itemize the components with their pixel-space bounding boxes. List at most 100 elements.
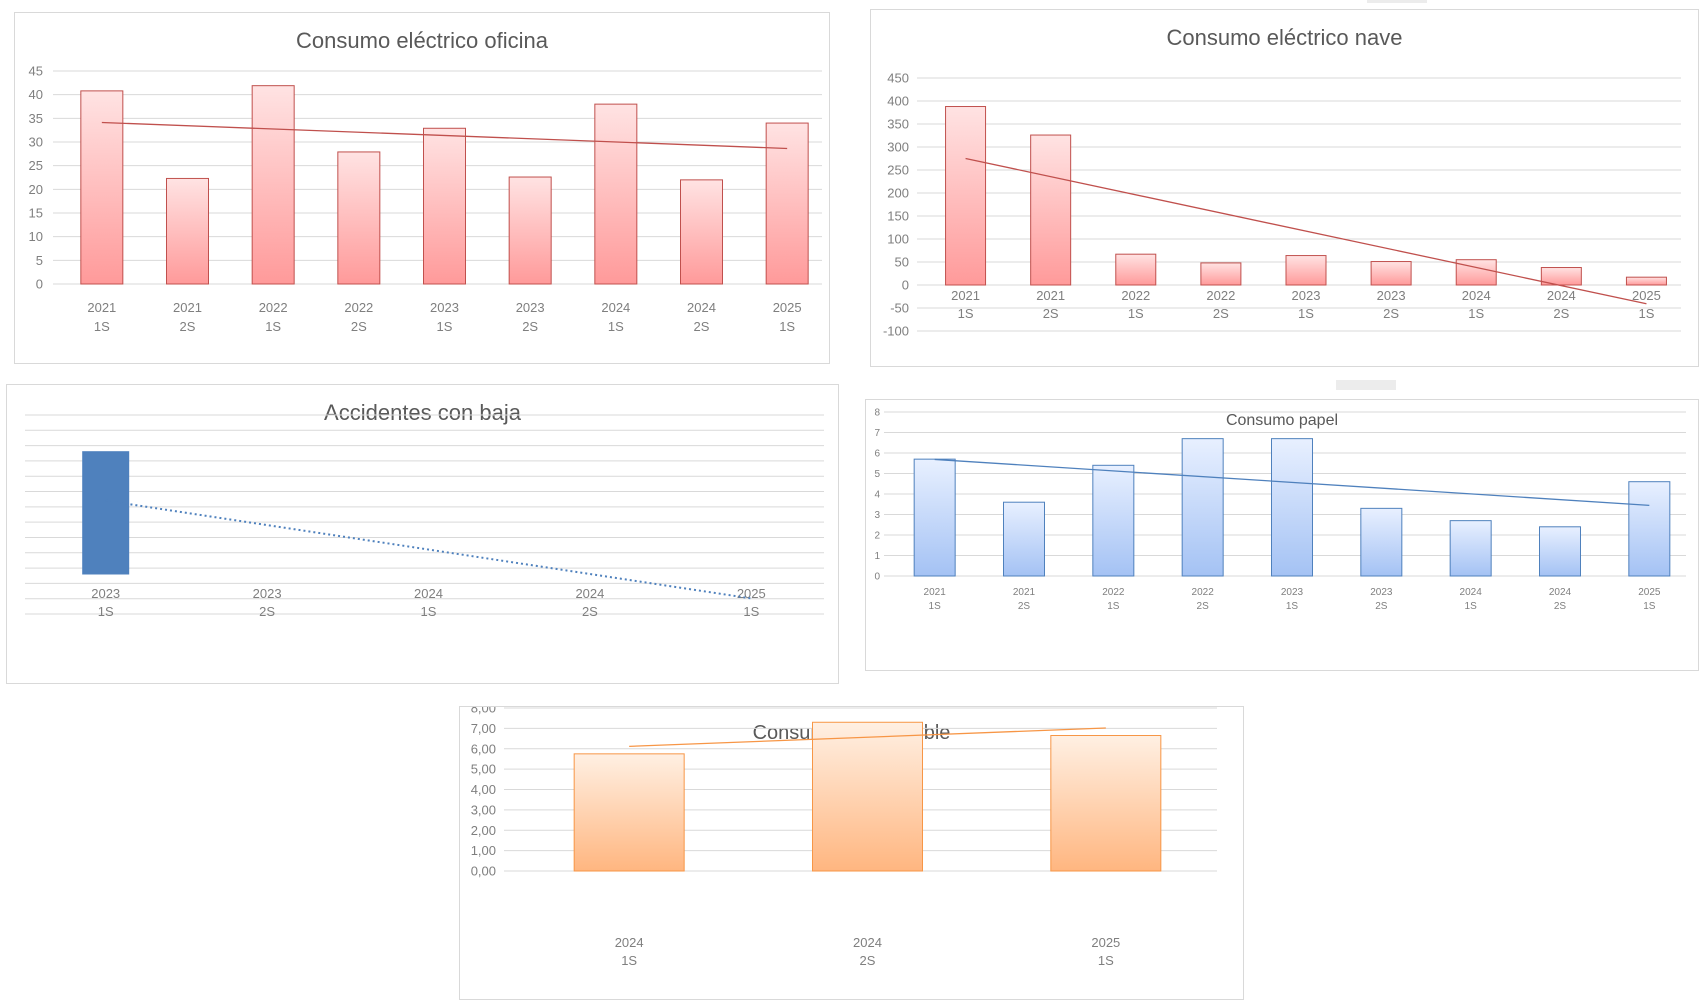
gridlines — [25, 414, 824, 615]
x-tick-label: 2S — [1553, 306, 1569, 321]
x-tick-label: 1S — [437, 319, 453, 334]
bar — [573, 753, 685, 872]
y-tick-label: -50 — [890, 301, 909, 316]
y-tick-label: 250 — [887, 163, 909, 178]
y-tick-label: 0 — [36, 277, 43, 292]
trendline — [105, 499, 752, 600]
y-tick-label: 15 — [29, 206, 43, 221]
chart-accidentes-plot: 2023 1S 2023 2S 2024 1S 2024 2S 2025 1S — [25, 414, 824, 619]
bar — [765, 122, 809, 285]
x-tick-label: 2S — [1018, 601, 1031, 612]
bar — [1030, 134, 1072, 286]
bar — [82, 451, 130, 575]
decorative-remnant — [1336, 380, 1396, 390]
y-tick-label: 8,00 — [471, 707, 496, 716]
y-tick-label: -100 — [883, 324, 909, 339]
y-tick-label: 7 — [874, 428, 880, 439]
bar — [1449, 520, 1492, 577]
bar — [1285, 255, 1327, 286]
bar — [423, 127, 466, 285]
trendline — [101, 121, 788, 150]
x-tick-label: 2023 — [91, 586, 120, 601]
x-tick-label: 1S — [1465, 601, 1478, 612]
x-tick-label: 1S — [608, 319, 624, 334]
bar — [337, 151, 381, 285]
y-tick-label: 150 — [887, 209, 909, 224]
x-tick-label: 2024 — [687, 300, 716, 315]
y-tick-label: 450 — [887, 71, 909, 86]
y-tick-label: 4,00 — [471, 782, 496, 797]
y-tick-label: 0 — [902, 278, 909, 293]
y-tick-label: 1,00 — [471, 843, 496, 858]
chart-nave-plot: -100 -50 0 50 100 150 200 250 300 350 400 450 2021 1S… — [883, 71, 1681, 339]
x-tick-label: 1S — [94, 319, 110, 334]
y-tick-label: 7,00 — [471, 721, 496, 736]
chart-title: Consumo eléctrico oficina — [296, 28, 548, 53]
bar — [1181, 438, 1224, 577]
bar — [1360, 507, 1403, 577]
x-tick-label: 2025 — [737, 586, 766, 601]
x-tick-label: 2022 — [1192, 587, 1215, 598]
x-tick-label: 2022 — [1206, 288, 1235, 303]
x-tick-label: 2024 — [853, 935, 882, 950]
decorative-remnant — [1367, 0, 1427, 3]
x-tick-label: 2025 — [1632, 288, 1661, 303]
x-tick-label: 2S — [1383, 306, 1399, 321]
x-tick-label: 2S — [1197, 601, 1210, 612]
x-tick-label: 2024 — [601, 300, 630, 315]
x-tick-label: 2023 — [430, 300, 459, 315]
x-tick-label: 1S — [1643, 601, 1656, 612]
bar — [166, 177, 209, 285]
x-tick-label: 2024 — [615, 935, 644, 950]
y-tick-label: 25 — [29, 158, 43, 173]
bar — [1200, 262, 1242, 286]
bar — [1050, 735, 1162, 872]
x-tick-label: 2024 — [1547, 288, 1576, 303]
y-tick-label: 40 — [29, 87, 43, 102]
y-tick-label: 0 — [874, 572, 880, 583]
x-tick-label: 1S — [1128, 306, 1144, 321]
x-tick-label: 1S — [265, 319, 281, 334]
y-tick-label: 350 — [887, 117, 909, 132]
y-tick-label: 35 — [29, 111, 43, 126]
bar — [594, 103, 638, 285]
bar — [1271, 438, 1313, 577]
x-tick-label: 2024 — [1462, 288, 1491, 303]
y-tick-label: 0,00 — [471, 864, 496, 879]
y-tick-label: 45 — [29, 64, 43, 79]
trendline — [965, 157, 1647, 305]
bar — [1003, 501, 1045, 577]
bar — [680, 179, 723, 285]
x-tick-label: 1S — [98, 604, 114, 619]
x-tick-label: 1S — [421, 604, 437, 619]
x-tick-label: 2021 — [1013, 587, 1036, 598]
bar — [1625, 276, 1667, 286]
trendline — [934, 458, 1650, 506]
bar — [913, 458, 956, 577]
x-tick-label: 2S — [1043, 306, 1059, 321]
x-tick-label: 2S — [860, 953, 876, 968]
x-tick-label: 2021 — [924, 587, 947, 598]
x-tick-label: 1S — [1298, 306, 1314, 321]
x-tick-label: 2S — [259, 604, 275, 619]
chart-title: Consumo papel — [1225, 412, 1339, 429]
x-tick-label: 2024 — [1549, 587, 1572, 598]
x-tick-label: 2022 — [1102, 587, 1125, 598]
bar — [1539, 526, 1581, 577]
x-tick-label: 1S — [779, 319, 795, 334]
y-tick-label: 6,00 — [471, 741, 496, 756]
x-tick-label: 2021 — [173, 300, 202, 315]
chart-combustible-panel: Consumo combustible 0,001,002,003,004,00… — [459, 706, 1244, 1000]
x-tick-label: 2022 — [1121, 288, 1150, 303]
bar — [508, 176, 552, 285]
chart-papel-panel: Consumo papel 0 1 2 3 4 5 6 7 8 2021 1S 2021 2S 2022 1… — [865, 399, 1699, 671]
chart-combustible-plot: 0,00 1,00 2,00 3,00 4,00 5,00 6,00 7,00 8,00 2024… — [471, 707, 1217, 968]
y-tick-label: 50 — [895, 255, 909, 270]
chart-accidentes-panel: Accidentes con baja 2023 1S 2023 2S 2024 1S 20… — [6, 384, 839, 684]
x-tick-label: 2023 — [1281, 587, 1304, 598]
x-tick-label: 2023 — [253, 586, 282, 601]
y-tick-label: 1 — [874, 551, 880, 562]
y-tick-label: 4 — [874, 490, 880, 501]
bar — [1092, 464, 1135, 577]
chart-oficina-plot: 05101520253035404520211S20212S20221S2022… — [29, 64, 822, 334]
